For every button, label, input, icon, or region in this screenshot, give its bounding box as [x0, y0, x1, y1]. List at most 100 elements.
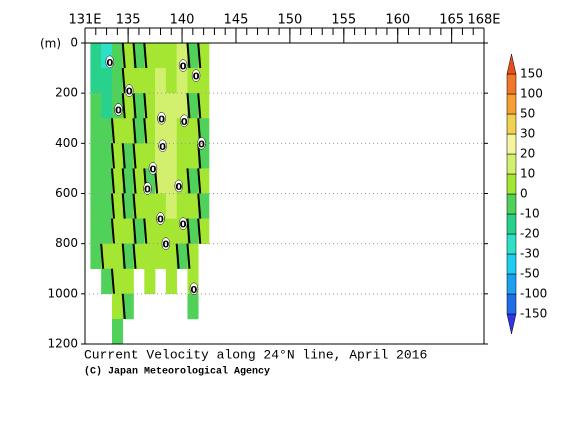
field-cell	[90, 193, 102, 219]
zero-contour	[110, 168, 115, 194]
zero-contour	[132, 168, 137, 194]
contour-label-bg	[114, 103, 123, 116]
zero-contour	[132, 93, 137, 119]
zero-contour	[100, 243, 105, 269]
zero-contour	[197, 42, 202, 69]
field-cell	[165, 268, 177, 295]
field-cell	[101, 268, 113, 295]
field-cell	[155, 93, 167, 119]
field-cell	[187, 243, 199, 270]
field-cell	[144, 168, 156, 194]
colorbar-triangle	[506, 313, 517, 335]
x-tick-label: 145	[224, 13, 249, 28]
colorbar-label: -20	[520, 227, 540, 241]
contour-label-bg	[174, 179, 184, 193]
contour-label: 0	[175, 182, 182, 193]
field-cell	[90, 168, 102, 194]
zero-contour	[175, 243, 180, 269]
contour-label-bg	[191, 69, 201, 82]
zero-contour	[121, 143, 126, 169]
field-cell	[122, 93, 134, 119]
contour-label: 0	[180, 220, 187, 231]
field-cell	[165, 193, 177, 219]
field-cell	[90, 218, 102, 244]
contour-label: 0	[149, 164, 156, 175]
field-cell	[122, 218, 134, 244]
contour-label-bg	[158, 139, 167, 153]
y-tick-label: 1200	[47, 337, 78, 351]
zero-contour	[121, 93, 126, 119]
field-cell	[176, 218, 188, 244]
contour-label-bg	[124, 84, 134, 97]
x-tick-label: 135	[116, 13, 141, 28]
field-cell	[144, 243, 156, 270]
colorbar-label: 10	[520, 167, 535, 181]
field-cell	[122, 243, 134, 270]
field-cell	[101, 193, 113, 219]
contour-label-bg	[178, 217, 188, 230]
field-cell	[122, 193, 134, 219]
contour-label-bg	[189, 282, 199, 296]
field-cell	[101, 93, 113, 119]
zero-contour	[110, 193, 115, 219]
field-cell	[176, 93, 188, 119]
field-cell	[187, 68, 199, 94]
contour-label: 0	[162, 240, 169, 251]
field-cell	[165, 43, 177, 69]
field-cell	[133, 43, 145, 69]
field-cell	[122, 143, 134, 169]
field-cell	[133, 168, 145, 194]
field-cell	[155, 218, 167, 244]
field-cell	[111, 293, 124, 320]
x-tick-label: 160	[385, 13, 410, 28]
contour-label: 0	[126, 87, 133, 98]
field-cell	[176, 168, 188, 194]
contour-label: 0	[159, 142, 166, 153]
field-cell	[176, 68, 188, 94]
zero-contour	[132, 218, 137, 244]
field-cell	[144, 218, 156, 244]
zero-contour	[186, 243, 191, 269]
field-cell	[198, 193, 210, 219]
field-cell	[101, 43, 113, 69]
field-cell	[144, 93, 156, 119]
zero-contour	[110, 218, 115, 244]
colorbar-triangle	[506, 53, 517, 75]
field-cell	[165, 168, 177, 194]
field-cell	[155, 143, 167, 169]
contour-label-bg	[157, 112, 166, 125]
contour-label: 0	[158, 114, 165, 125]
x-tick-label: 140	[170, 13, 195, 28]
field-cell	[144, 193, 156, 219]
colorbar-label: 20	[520, 147, 535, 161]
field-cell	[165, 243, 177, 270]
zero-contour	[143, 93, 148, 119]
contour-label: 0	[198, 139, 205, 150]
contour-label: 0	[181, 117, 188, 128]
y-tick-label: 1000	[47, 286, 78, 300]
field-cell	[187, 193, 199, 219]
field-cell	[165, 68, 177, 94]
x-tick-label: 165	[439, 13, 464, 28]
field-cell	[90, 43, 102, 69]
colorbar-label: -30	[520, 247, 540, 261]
field-cell	[101, 168, 113, 194]
zero-contour	[121, 243, 126, 269]
field-cell	[187, 268, 199, 295]
contour-label: 0	[190, 285, 197, 296]
zero-contour	[121, 193, 126, 219]
colorbar-box	[506, 293, 517, 315]
contour-label-bg	[156, 212, 165, 225]
colorbar-box	[506, 73, 517, 95]
contour-label-bg	[179, 114, 189, 128]
field-cell	[198, 43, 210, 69]
contour-label: 0	[115, 105, 122, 116]
field-cell	[90, 93, 102, 119]
field-cell	[111, 243, 124, 270]
x-tick-label: 155	[331, 13, 356, 28]
field-cell	[144, 143, 156, 169]
contour-label: 0	[157, 215, 164, 226]
contour-label: 0	[106, 58, 113, 69]
colorbar-box	[506, 213, 517, 235]
